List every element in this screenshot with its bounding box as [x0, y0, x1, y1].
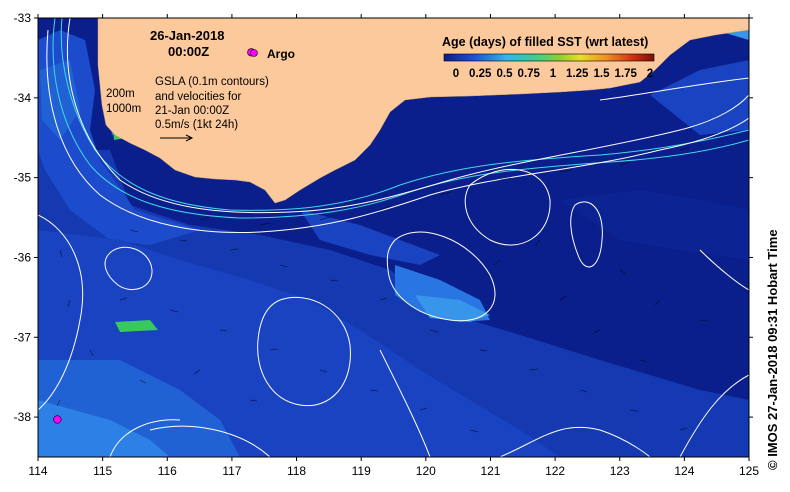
sst-patches: [38, 18, 749, 457]
argo-float-marker: [53, 415, 62, 424]
credit-label: © IMOS 27-Jan-2018 09:31 Hobart Time: [765, 229, 780, 470]
legend-title: Age (days) of filled SST (wrt latest): [442, 35, 648, 49]
legend-ticks: 0 0.25 0.5 0.75 1 1.25 1.5 1.75 2: [453, 68, 653, 80]
legend-colorbar: [443, 53, 655, 62]
x-axis: 114 115 116 117 118 119 120 121 122 123 124 125: [28, 14, 759, 478]
x-tick-label: 121: [480, 464, 500, 478]
plot-frame: [37, 17, 750, 458]
time-label: 00:00Z: [168, 44, 209, 59]
legend-tick-label: 1.25: [566, 68, 589, 80]
y-tick-label: -33: [14, 11, 32, 25]
y-tick-label: -34: [14, 91, 32, 105]
legend-tick-label: 2: [647, 68, 653, 80]
x-tick-label: 124: [674, 464, 694, 478]
gsla-contours: [38, 18, 749, 457]
scale-arrow: [160, 134, 194, 142]
legend-tick-label: 0.25: [469, 68, 492, 80]
gsla-line-3: 21-Jan 00:00Z: [155, 105, 229, 117]
x-tick-label: 117: [222, 464, 241, 478]
gsla-line-1: GSLA (0.1m contours): [155, 76, 269, 88]
legend-tick-label: 0.5: [497, 68, 514, 80]
x-tick-label: 123: [610, 464, 630, 478]
bathymetry-contours: [52, 18, 749, 219]
y-tick-label: -35: [14, 171, 32, 185]
gsla-line-2: and velocities for: [155, 91, 241, 103]
gsla-line-4: 0.5m/s (1kt 24h): [155, 119, 238, 131]
x-tick-label: 118: [287, 464, 306, 478]
depth-label-1000m: 1000m: [106, 103, 141, 115]
legend-tick-label: 1: [550, 68, 557, 80]
legend-tick-label: 1.75: [615, 68, 638, 80]
velocity-arrows: [56, 146, 708, 433]
x-tick-label: 120: [416, 464, 436, 478]
x-tick-label: 119: [352, 464, 371, 478]
x-tick-label: 122: [545, 464, 565, 478]
y-tick-label: -37: [14, 330, 32, 344]
legend-tick-label: 1.5: [594, 68, 611, 80]
y-axis: -33 -34 -35 -36 -37 -38: [14, 11, 753, 424]
y-tick-label: -38: [14, 410, 32, 424]
y-tick-label: -36: [14, 250, 32, 264]
depth-label-200m: 200m: [106, 88, 135, 100]
date-label: 26-Jan-2018: [150, 28, 224, 43]
argo-legend-label: Argo: [267, 47, 295, 61]
x-tick-label: 125: [739, 464, 759, 478]
x-tick-label: 115: [93, 464, 112, 478]
legend-tick-label: 0.75: [518, 68, 541, 80]
x-tick-label: 114: [28, 464, 47, 478]
argo-legend-icon: [250, 49, 258, 57]
plot-area: [38, 18, 749, 457]
land-australia: [97, 18, 749, 204]
legend-tick-label: 0: [453, 68, 459, 80]
x-tick-label: 116: [158, 464, 177, 478]
